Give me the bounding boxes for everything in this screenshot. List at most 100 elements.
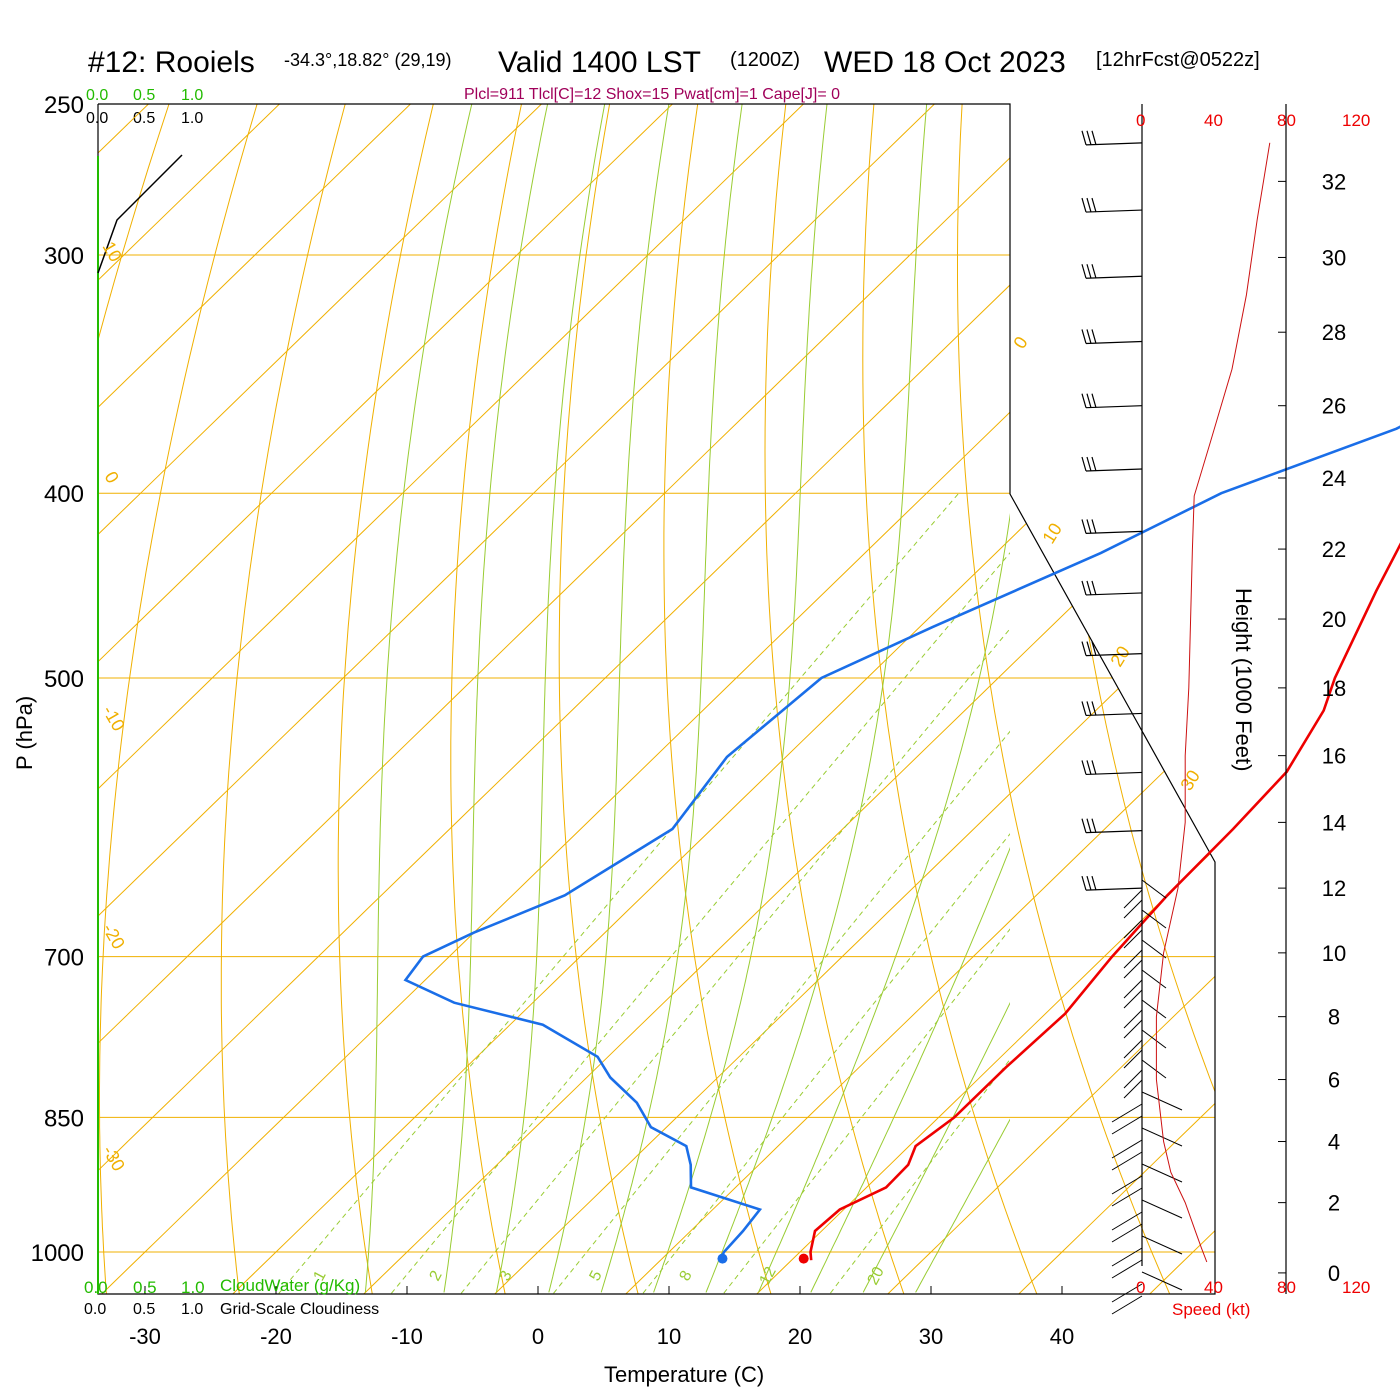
- height-tick: 18: [1322, 676, 1346, 701]
- height-tick: 10: [1322, 941, 1346, 966]
- wind-barb-feather: [1091, 641, 1097, 656]
- height-tick: 28: [1322, 320, 1346, 345]
- isotherm: [880, 104, 1215, 1294]
- temperature-tick: 0: [532, 1324, 544, 1349]
- moist-adiabat: [600, 104, 743, 1293]
- height-tick: 20: [1322, 607, 1346, 632]
- utc-time: (1200Z): [730, 49, 800, 71]
- speed-label: Speed (kt): [1172, 1300, 1250, 1319]
- wind-barb: [1123, 1019, 1143, 1039]
- isotherm-label: 10: [1038, 520, 1066, 548]
- dry-adiabat: [764, 104, 907, 1294]
- height-tick: 12: [1322, 876, 1346, 901]
- forecast-date: WED 18 Oct 2023: [824, 46, 1066, 79]
- cloudwater-tick: 1.0: [181, 1278, 205, 1297]
- wind-barb: [1141, 1199, 1183, 1219]
- pressure-tick: 500: [44, 666, 84, 693]
- wind-barb: [1123, 919, 1143, 939]
- isotherm-lines: [98, 104, 1215, 1294]
- mixing-ratio-label: 20: [865, 1264, 888, 1288]
- wind-barb: [1141, 1127, 1183, 1147]
- isotherm: [98, 104, 970, 1294]
- isotherm-label: 0: [1009, 333, 1031, 352]
- wind-barb-feather: [1091, 580, 1097, 596]
- moist-adiabat: [810, 846, 1010, 1293]
- height-tick: 26: [1322, 394, 1346, 419]
- moist-adiabat: [653, 104, 828, 1293]
- wind-barb: [1085, 771, 1143, 776]
- speed-tick: 0: [1136, 111, 1145, 130]
- pressure-tick: 300: [44, 243, 84, 270]
- cloudwater-scale-top: 0.0 0.5 1.0: [86, 87, 203, 104]
- wind-barb: [1085, 405, 1143, 409]
- wind-barb-feather: [1086, 580, 1092, 596]
- speed-scale-bottom: 0 40 80 120 Speed (kt): [1136, 1278, 1370, 1319]
- wind-barb: [1141, 1271, 1183, 1291]
- mixing-ratio-label: 3: [497, 1268, 516, 1284]
- cloudiness-profile: [97, 154, 183, 274]
- temperature-tick: -20: [260, 1324, 292, 1349]
- wind-barb: [1111, 1259, 1143, 1279]
- temperature-tick: 10: [657, 1324, 681, 1349]
- cloudiness-scale-top: 0.0 0.5 1.0: [86, 110, 203, 127]
- dry-adiabat-label: 0: [101, 468, 123, 487]
- height-tick: 4: [1328, 1130, 1340, 1155]
- temperature-axis-label: Temperature (C): [604, 1362, 764, 1387]
- wind-barb-feather: [1081, 818, 1087, 833]
- isotherm: [98, 104, 577, 1294]
- height-tick: 30: [1322, 245, 1346, 270]
- speed-tick: 80: [1277, 111, 1296, 130]
- wind-barb: [1111, 1295, 1143, 1315]
- wind-barb: [1111, 1211, 1143, 1231]
- temperature-tick: 40: [1050, 1324, 1074, 1349]
- wind-speed-profile: [1155, 142, 1271, 1263]
- cloudwater-label: CloudWater (g/Kg): [220, 1276, 360, 1295]
- isotherm-label: 20: [1106, 643, 1134, 671]
- wind-barb-feather: [1086, 393, 1092, 408]
- wind-barb: [1123, 1009, 1143, 1029]
- wind-barb: [1085, 468, 1143, 472]
- wind-barb-feather: [1086, 701, 1092, 716]
- wind-barb: [1141, 1163, 1183, 1183]
- dry-adiabat-label: -30: [99, 1142, 129, 1175]
- cloudwater-tick: 0.0: [84, 1278, 108, 1297]
- isotherm-label: 30: [1176, 767, 1204, 795]
- mixing-ratio-label: 2: [427, 1268, 446, 1284]
- pressure-axis-label: P (hPa): [12, 696, 37, 770]
- wind-barb-feather: [1081, 329, 1087, 344]
- speed-tick: 40: [1204, 1278, 1223, 1297]
- surface-dewpoint-marker: [717, 1253, 728, 1264]
- isotherm: [98, 104, 839, 1294]
- isotherm: [98, 104, 1215, 1294]
- moist-adiabat: [548, 104, 670, 1293]
- cloudiness-tick: 0.0: [86, 110, 108, 127]
- temperature-tick: -30: [129, 1324, 161, 1349]
- wind-barb-feather: [1086, 519, 1092, 534]
- pressure-tick: 1000: [31, 1240, 84, 1267]
- wind-barb: [1111, 1151, 1143, 1171]
- mixing-ratio-line: [390, 552, 1010, 1294]
- moist-adiabat: [443, 104, 549, 1293]
- grid-labels: 0 10 20 30 10 0 -10 -20 -30 1 2 3 5 8 12…: [99, 238, 1204, 1288]
- wind-barb: [1123, 899, 1143, 919]
- cloudwater-tick: 0.5: [133, 1278, 157, 1297]
- wind-barb-feather: [1086, 197, 1092, 213]
- wind-barb-feather: [1081, 580, 1087, 596]
- wind-barb: [1123, 979, 1143, 999]
- wind-barb: [1141, 1029, 1167, 1049]
- wind-barb-feather: [1081, 197, 1087, 213]
- wind-barb: [1141, 1059, 1167, 1079]
- wind-barb-feather: [1086, 818, 1092, 833]
- height-tick: 14: [1322, 810, 1346, 835]
- cloudiness-scale-bottom: 0.0 0.5 1.0 Grid-Scale Cloudiness: [84, 1301, 379, 1318]
- moist-adiabat: [495, 104, 606, 1293]
- wind-barb: [1123, 1079, 1143, 1099]
- dry-adiabat: [1048, 104, 1215, 1294]
- temperature-axis: -30 -20 -10 0 10 20 30 40: [129, 1286, 1074, 1349]
- speed-tick: 40: [1204, 111, 1223, 130]
- wind-barb: [1141, 1091, 1183, 1111]
- cloudiness-tick: 0.5: [133, 1301, 155, 1318]
- height-tick: 24: [1322, 466, 1346, 491]
- wind-barb-feather: [1081, 875, 1087, 891]
